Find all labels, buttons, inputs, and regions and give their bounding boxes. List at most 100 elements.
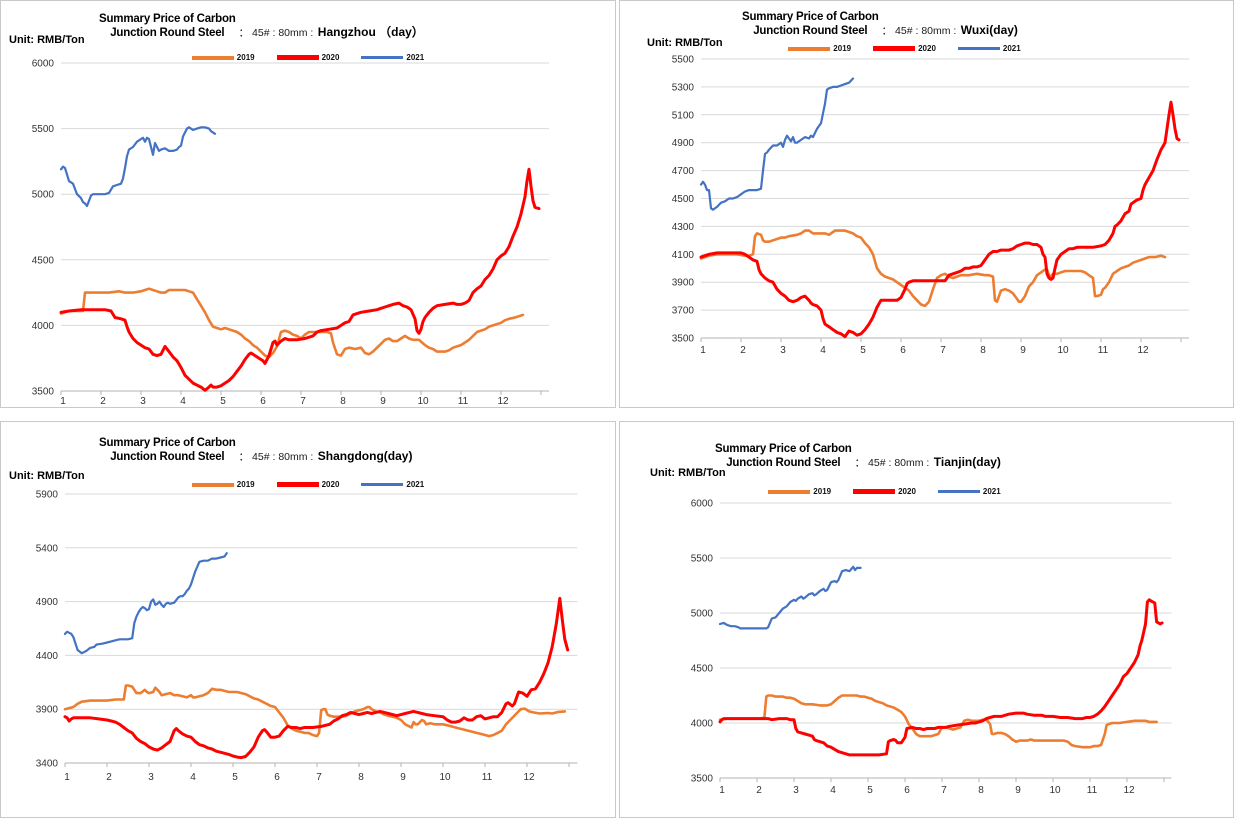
x-axis-tick-label: 10 bbox=[1057, 345, 1069, 356]
x-axis-tick-label: 8 bbox=[340, 396, 346, 407]
x-axis-tick-label: 10 bbox=[439, 772, 451, 783]
y-axis-tick-label: 4300 bbox=[672, 222, 695, 233]
series-line-2019 bbox=[699, 229, 1167, 308]
x-axis-tick-label: 5 bbox=[860, 345, 866, 356]
unit-label: Unit: RMB/Ton bbox=[650, 467, 726, 479]
legend-item-2020: 2020 bbox=[276, 53, 339, 62]
y-axis-tick-label: 4000 bbox=[32, 321, 55, 332]
series-line-2019 bbox=[63, 684, 567, 738]
y-axis-tick-label: 4700 bbox=[672, 166, 695, 177]
plot-area-wuxi: 5500 5300 5100 4900 4700 4500 4300 4100 3900 3700… bbox=[672, 55, 1189, 356]
legend-swatch-2021 bbox=[937, 490, 980, 493]
series-line-2021 bbox=[63, 552, 228, 655]
unit-label: Unit: RMB/Ton bbox=[9, 470, 85, 482]
x-axis-tick-label: 11 bbox=[1098, 345, 1109, 356]
x-axis-tick-label: 11 bbox=[482, 772, 493, 783]
series-line-2019 bbox=[718, 694, 1158, 749]
x-axis-tick-label: 10 bbox=[417, 396, 429, 407]
chart-title-line1: Summary Price of Carbon bbox=[99, 13, 236, 25]
chart-panel-wuxi: Unit: RMB/Ton Summary Price of Carbon Ju… bbox=[619, 0, 1234, 408]
series-line-2021 bbox=[699, 77, 855, 211]
legend-label-2019: 2019 bbox=[236, 53, 255, 62]
x-axis-tick-label: 9 bbox=[380, 396, 386, 407]
legend-item-2019: 2019 bbox=[191, 480, 255, 489]
y-axis-tick-label: 6000 bbox=[691, 499, 714, 510]
x-axis-tick-label: 7 bbox=[316, 772, 322, 783]
x-axis-tick-label: 6 bbox=[274, 772, 280, 783]
x-axis-tick-label: 3 bbox=[793, 785, 799, 796]
x-axis-tick-label: 9 bbox=[400, 772, 406, 783]
x-axis-tick-label: 5 bbox=[220, 396, 226, 407]
y-axis-tick-label: 6000 bbox=[32, 59, 55, 70]
y-axis-tick-label: 3900 bbox=[36, 705, 59, 716]
chart-title-line2: Junction Round Steel bbox=[726, 457, 841, 469]
legend-label-2021: 2021 bbox=[1002, 44, 1021, 53]
unit-label: Unit: RMB/Ton bbox=[9, 34, 85, 46]
x-axis-tick-label: 3 bbox=[148, 772, 154, 783]
legend-label-2019: 2019 bbox=[833, 44, 852, 53]
chart-title-line2: Junction Round Steel bbox=[110, 27, 225, 39]
legend-item-2020: 2020 bbox=[873, 44, 936, 53]
y-axis-tick-label: 5300 bbox=[672, 82, 695, 93]
chart-title-line2: Junction Round Steel bbox=[753, 25, 868, 37]
legend-swatch-2020 bbox=[276, 482, 319, 487]
x-axis-tick-label: 9 bbox=[1015, 785, 1021, 796]
legend: 2019 2020 2021 bbox=[598, 44, 1211, 53]
x-axis-tick-label: 11 bbox=[458, 396, 469, 407]
x-axis-tick-label: 12 bbox=[1137, 345, 1149, 356]
legend-swatch-2020 bbox=[276, 55, 319, 60]
y-axis-tick-label: 5000 bbox=[691, 609, 714, 620]
chart-title-city: Tianjin(day) bbox=[933, 455, 1001, 469]
legend-label-2020: 2020 bbox=[918, 44, 936, 53]
legend-item-2021: 2021 bbox=[937, 487, 1001, 496]
y-axis-tick-label: 4500 bbox=[32, 255, 55, 266]
x-axis-tick-label: 7 bbox=[941, 785, 947, 796]
chart-panel-shangdong: Unit: RMB/Ton Summary Price of Carbon Ju… bbox=[0, 421, 616, 818]
legend-swatch-2019 bbox=[191, 482, 234, 487]
legend-swatch-2021 bbox=[361, 56, 404, 59]
x-axis-tick-label: 12 bbox=[1123, 785, 1135, 796]
chart-title: Summary Price of Carbon Junction Round S… bbox=[99, 12, 424, 40]
chart-title-line1: Summary Price of Carbon bbox=[99, 437, 236, 449]
y-axis-tick-label: 4900 bbox=[36, 597, 59, 608]
x-axis-tick-label: 6 bbox=[904, 785, 910, 796]
series-line-2021 bbox=[718, 565, 862, 630]
chart-title-spec: ： 45# : 80mm : bbox=[881, 25, 957, 37]
chart-title-city: Hangzhou （day） bbox=[317, 25, 424, 39]
legend-swatch-2019 bbox=[768, 489, 811, 494]
legend-swatch-2021 bbox=[361, 483, 404, 486]
chart-title-spec: ： 45# : 80mm : bbox=[854, 457, 930, 469]
y-axis-tick-label: 4400 bbox=[36, 651, 59, 662]
chart-title-city: Wuxi(day) bbox=[960, 23, 1018, 37]
series-line-2020 bbox=[63, 596, 570, 760]
x-axis-tick-label: 2 bbox=[106, 772, 112, 783]
y-axis-tick-label: 3700 bbox=[672, 306, 695, 317]
legend-item-2021: 2021 bbox=[361, 53, 424, 62]
legend-label-2021: 2021 bbox=[406, 480, 425, 489]
chart-title-city: Shangdong(day) bbox=[317, 449, 413, 463]
chart-panel-hangzhou: Unit: RMB/Ton Summary Price of Carbon Ju… bbox=[0, 0, 616, 408]
legend-item-2021: 2021 bbox=[361, 480, 424, 489]
series-line-2020 bbox=[718, 598, 1164, 757]
chart-panel-tianjin: Unit: RMB/Ton Summary Price of Carbon Ju… bbox=[619, 421, 1234, 818]
legend: 2019 2020 2021 bbox=[1, 53, 615, 62]
x-axis-tick-label: 7 bbox=[940, 345, 946, 356]
legend-label-2019: 2019 bbox=[236, 480, 255, 489]
x-axis-tick-label: 4 bbox=[190, 772, 196, 783]
x-axis-tick-label: 10 bbox=[1049, 785, 1061, 796]
x-axis-tick-label: 8 bbox=[978, 785, 984, 796]
legend-swatch-2021 bbox=[957, 47, 1000, 50]
y-axis-tick-label: 4100 bbox=[672, 250, 695, 261]
x-axis-tick-label: 9 bbox=[1020, 345, 1026, 356]
legend-item-2020: 2020 bbox=[276, 480, 339, 489]
y-axis-tick-label: 3500 bbox=[672, 334, 695, 345]
series-line-2019 bbox=[59, 287, 525, 359]
x-axis-tick-label: 6 bbox=[900, 345, 906, 356]
legend-swatch-2019 bbox=[191, 55, 234, 60]
legend-swatch-2020 bbox=[873, 46, 916, 51]
x-axis-tick-label: 1 bbox=[719, 785, 725, 796]
legend-label-2021: 2021 bbox=[406, 53, 425, 62]
y-axis-tick-label: 5500 bbox=[32, 124, 55, 135]
chart-title-line2: Junction Round Steel bbox=[110, 451, 225, 463]
y-axis-tick-label: 5500 bbox=[691, 554, 714, 565]
